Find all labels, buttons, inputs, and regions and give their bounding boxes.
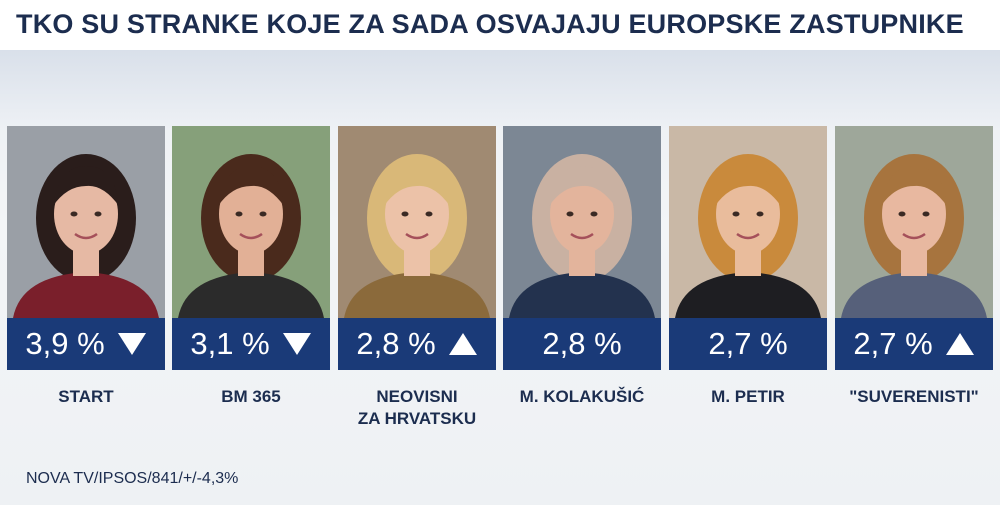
portrait-photo (7, 126, 165, 318)
trend-up-icon (448, 332, 478, 356)
poll-source: NOVA TV/IPSOS/841/+/-4,3% (26, 470, 239, 487)
category-label: START (7, 386, 165, 408)
candidate-card: 3,9 % START (7, 126, 165, 408)
value-bar: 2,8 % (338, 318, 496, 370)
portrait-photo (503, 126, 661, 318)
backdrop (0, 50, 1000, 130)
candidate-card: 2,8 % NEOVISNI ZA HRVATSKU (338, 126, 496, 430)
chart-title: TKO SU STRANKE KOJE ZA SADA OSVAJAJU EUR… (16, 9, 964, 39)
category-label: M. PETIR (669, 386, 827, 408)
category-label: "SUVERENISTI" (835, 386, 993, 408)
value-label: 2,7 % (853, 326, 933, 361)
candidate-card: 2,8 % M. KOLAKUŠIĆ (503, 126, 661, 408)
category-label-line: BM 365 (221, 387, 281, 406)
value-bar: 2,7 % (835, 318, 993, 370)
value-label: 3,9 % (25, 326, 105, 361)
value-bar: 2,7 % (669, 318, 827, 370)
category-label-line: NEOVISNI (376, 387, 458, 406)
value-bar: 3,1 % (172, 318, 330, 370)
category-label-line: M. PETIR (711, 387, 785, 406)
portrait-photo (172, 126, 330, 318)
portrait-photo (835, 126, 993, 318)
category-label-line: ZA HRVATSKU (357, 409, 477, 428)
category-label: M. KOLAKUŠIĆ (503, 386, 661, 408)
trend-down-icon (282, 332, 312, 356)
value-label: 2,8 % (356, 326, 436, 361)
candidate-card: 3,1 % BM 365 (172, 126, 330, 408)
category-label-line: START (58, 387, 114, 406)
value-label: 2,8 % (542, 326, 622, 361)
trend-down-icon (117, 332, 147, 356)
candidate-card: 2,7 % M. PETIR (669, 126, 827, 408)
category-label: BM 365 (172, 386, 330, 408)
portrait-photo (669, 126, 827, 318)
category-label-line: M. KOLAKUŠIĆ (519, 387, 645, 406)
category-label: NEOVISNI ZA HRVATSKU (338, 386, 496, 430)
candidate-card: 2,7 % "SUVERENISTI" (835, 126, 993, 408)
value-label: 2,7 % (708, 326, 788, 361)
category-label-line: "SUVERENISTI" (849, 387, 979, 406)
value-label: 3,1 % (190, 326, 270, 361)
value-bar: 2,8 % (503, 318, 661, 370)
portrait-photo (338, 126, 496, 318)
value-bar: 3,9 % (7, 318, 165, 370)
trend-up-icon (945, 332, 975, 356)
title-bar: TKO SU STRANKE KOJE ZA SADA OSVAJAJU EUR… (0, 0, 1000, 50)
